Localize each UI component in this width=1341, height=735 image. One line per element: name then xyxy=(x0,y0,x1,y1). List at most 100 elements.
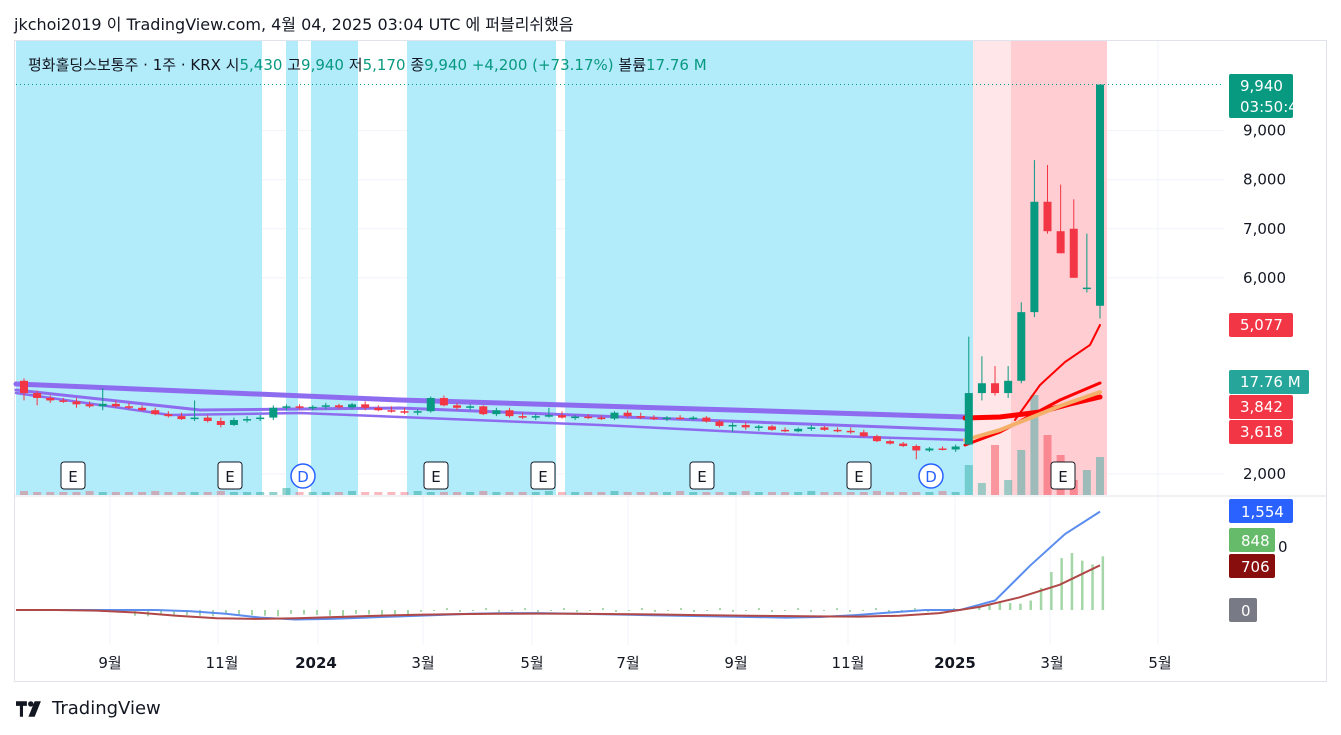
macd-badge-bg xyxy=(1229,598,1257,622)
candle-body xyxy=(951,446,960,450)
candle-body xyxy=(728,424,737,427)
candle xyxy=(164,411,173,418)
event-marker-label: E xyxy=(1058,468,1067,486)
price-badge: 3,618 xyxy=(1229,420,1293,444)
volume-bar xyxy=(1017,450,1026,495)
price-badge-label: 9,940 xyxy=(1240,77,1283,95)
candle-body xyxy=(190,417,199,420)
volume-bar xyxy=(138,492,147,495)
macd-hist-bar xyxy=(988,604,991,610)
volume-bar xyxy=(912,492,921,495)
candle xyxy=(151,407,160,416)
macd-hist-bar xyxy=(381,610,383,616)
macd-hist-bar xyxy=(654,610,656,612)
footer-brand[interactable]: TradingView xyxy=(16,698,161,719)
price-badge-bg xyxy=(1229,313,1293,337)
candle-body xyxy=(649,417,658,420)
candle xyxy=(439,395,448,407)
candle-body xyxy=(781,429,790,432)
price-badge-bg xyxy=(1229,74,1293,118)
candle xyxy=(518,412,527,420)
volume-bar xyxy=(33,492,42,495)
candle xyxy=(938,446,947,451)
candle-body xyxy=(479,406,488,415)
volume-bar xyxy=(610,491,619,495)
macd-hist-bar xyxy=(563,608,565,610)
time-tick-label: 11월 xyxy=(832,654,865,672)
candle-body xyxy=(111,403,120,407)
candle-body xyxy=(794,428,803,432)
macd-hist-bar xyxy=(1029,600,1032,610)
event-marker: E xyxy=(1050,461,1076,490)
macd-hist-bar xyxy=(1019,603,1022,610)
event-marker-label: E xyxy=(225,468,234,486)
macd-badge: 1,554 xyxy=(1229,499,1293,523)
macd-hist-bar xyxy=(1070,553,1074,610)
candle-body xyxy=(348,404,357,408)
candle xyxy=(558,411,566,419)
highlight-band xyxy=(286,41,298,495)
macd-hist-bar xyxy=(407,610,409,617)
macd-hist-bar xyxy=(524,608,526,610)
candle-body xyxy=(1030,201,1039,313)
candle-body xyxy=(46,397,55,401)
highlight-band xyxy=(16,41,262,495)
macd-hist-bar xyxy=(368,610,370,615)
candle xyxy=(689,416,698,421)
candle xyxy=(124,402,133,410)
volume-bar xyxy=(492,492,501,495)
candle-body xyxy=(374,407,383,411)
macd-hist-bar xyxy=(901,610,903,611)
price-tick-label: 6,000 xyxy=(1243,269,1286,287)
price-badge-bg xyxy=(1229,395,1293,419)
candle-body xyxy=(243,419,252,421)
candle-body xyxy=(886,441,895,444)
candle xyxy=(1004,366,1013,398)
volume-bar xyxy=(439,492,448,495)
candle xyxy=(584,414,593,420)
highlight-band xyxy=(311,41,358,495)
volume-bar xyxy=(348,491,357,495)
macd-hist-bar xyxy=(550,610,552,611)
volume-bar xyxy=(623,492,632,495)
volume-bar xyxy=(794,492,803,495)
candle xyxy=(886,439,895,445)
candle xyxy=(413,409,422,416)
candle-body xyxy=(702,417,711,422)
high-value: 9,940 xyxy=(301,56,344,74)
time-tick-label: 9월 xyxy=(724,654,747,672)
macd-hist-bar xyxy=(498,610,500,612)
macd-hist-bar xyxy=(420,610,422,612)
candle xyxy=(649,415,658,421)
volume-bar xyxy=(636,492,645,495)
candle-body xyxy=(59,400,68,402)
candle-body xyxy=(426,397,435,412)
candle xyxy=(269,405,278,421)
macd-hist-bar xyxy=(303,610,305,615)
candle-body xyxy=(361,404,370,408)
volume-bar xyxy=(203,492,212,495)
volume-bar xyxy=(571,492,580,495)
macd-hist-bar xyxy=(706,610,708,611)
candle-body xyxy=(623,412,632,417)
time-tick-label: 3월 xyxy=(411,654,434,672)
macd-hist-bar xyxy=(290,610,292,614)
candle xyxy=(1082,233,1091,293)
volume-bar xyxy=(243,492,252,495)
volume-bar xyxy=(899,492,908,495)
candle xyxy=(282,404,291,411)
macd-hist-bar xyxy=(641,608,643,610)
candle-body xyxy=(636,416,645,418)
volume-bar xyxy=(781,492,790,495)
event-marker: E xyxy=(217,461,243,490)
price-badge: 3,842 xyxy=(1229,395,1293,419)
candle-body xyxy=(610,412,619,419)
candle xyxy=(216,417,225,428)
macd-badge-label: 0 xyxy=(1241,602,1251,620)
macd-tick-label: 0 xyxy=(1278,538,1288,556)
price-chart[interactable]: E E D E E E E D E 9,000 8,000 7,000 6,000 2,000 9,940 0… xyxy=(0,0,1341,690)
volume-bar xyxy=(531,492,540,495)
macd-badge-label: 848 xyxy=(1241,532,1270,550)
volume-bar xyxy=(938,491,947,495)
candle xyxy=(925,447,934,452)
